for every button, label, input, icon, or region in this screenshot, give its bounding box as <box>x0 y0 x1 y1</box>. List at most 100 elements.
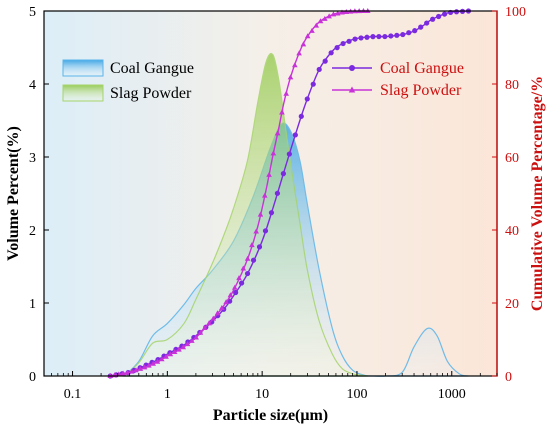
legend-swatch-coal-gangue <box>62 59 104 77</box>
y-left-tick-label: 3 <box>29 151 36 166</box>
cumulative-point-slag-powder <box>137 365 144 371</box>
cumulative-point-slag-powder <box>128 368 135 374</box>
cumulative-point-slag-powder <box>287 74 294 80</box>
y-left-tick-label: 5 <box>29 5 36 20</box>
cumulative-point-slag-powder <box>163 353 169 359</box>
cumulative-point-slag-powder <box>266 171 272 177</box>
cumulative-point-slag-powder <box>197 329 204 335</box>
x-tick-label: 0.1 <box>64 387 82 402</box>
cumulative-point-coal-gangue <box>376 33 382 40</box>
x-tick-label: 1000 <box>438 387 466 402</box>
cumulative-point-slag-powder <box>236 275 242 281</box>
cumulative-point-coal-gangue <box>430 16 436 22</box>
cumulative-point-coal-gangue <box>346 38 352 44</box>
legend-label-left: Coal Gangue <box>110 60 194 77</box>
cumulative-point-coal-gangue <box>304 96 310 102</box>
cumulative-point-slag-powder <box>189 337 195 343</box>
y-right-tick-label: 100 <box>505 5 526 20</box>
cumulative-point-slag-powder <box>171 348 178 354</box>
cumulative-point-coal-gangue <box>322 58 328 64</box>
cumulative-point-slag-powder <box>227 292 234 298</box>
y-left-tick-label: 0 <box>29 370 36 385</box>
cumulative-point-slag-powder <box>270 150 277 156</box>
cumulative-point-coal-gangue <box>239 280 245 286</box>
cumulative-point-coal-gangue <box>244 270 251 277</box>
x-axis-title: Particle size(μm) <box>213 407 328 424</box>
cumulative-point-coal-gangue <box>370 34 376 40</box>
cumulative-point-slag-powder <box>292 62 298 68</box>
cumulative-point-coal-gangue <box>412 28 418 34</box>
legend-marker-circle <box>349 65 355 71</box>
y-left-tick-label: 1 <box>29 297 36 312</box>
cumulative-point-slag-powder <box>253 228 259 234</box>
y-left-tick-label: 2 <box>29 224 36 239</box>
cumulative-point-slag-powder <box>154 358 161 364</box>
cumulative-point-slag-powder <box>120 370 126 376</box>
cumulative-point-coal-gangue <box>340 40 346 47</box>
y-right-tick-label: 40 <box>505 224 519 239</box>
cumulative-point-slag-powder <box>296 50 302 56</box>
cumulative-point-slag-powder <box>279 109 285 115</box>
x-tick-label: 10 <box>255 387 269 402</box>
cumulative-point-coal-gangue <box>250 257 257 263</box>
cumulative-point-slag-powder <box>158 356 165 362</box>
y-right-tick-label: 80 <box>505 78 519 93</box>
cumulative-point-slag-powder <box>206 320 212 326</box>
cumulative-point-coal-gangue <box>364 34 370 40</box>
cumulative-point-slag-powder <box>124 369 131 375</box>
cumulative-point-slag-powder <box>184 341 191 347</box>
cumulative-point-slag-powder <box>201 325 208 331</box>
cumulative-point-coal-gangue <box>280 171 286 177</box>
cumulative-point-slag-powder <box>223 299 229 305</box>
legend-label-right: Slag Powder <box>380 82 462 99</box>
cumulative-point-coal-gangue <box>441 11 448 17</box>
cumulative-point-coal-gangue <box>256 244 263 250</box>
y-right-axis-title: Cumulative Volume Percentage/% <box>529 76 546 311</box>
legend-label-left: Slag Powder <box>110 85 192 102</box>
cumulative-point-coal-gangue <box>352 36 358 42</box>
cumulative-point-coal-gangue <box>436 13 442 20</box>
legend-label-right: Coal Gangue <box>380 60 464 77</box>
cumulative-point-coal-gangue <box>400 31 406 38</box>
cumulative-point-coal-gangue <box>418 24 424 30</box>
cumulative-point-slag-powder <box>283 90 290 96</box>
cumulative-point-coal-gangue <box>286 151 292 157</box>
cumulative-point-slag-powder <box>244 255 251 261</box>
cumulative-point-coal-gangue <box>268 210 275 216</box>
cumulative-point-coal-gangue <box>310 81 316 87</box>
cumulative-point-slag-powder <box>133 367 139 373</box>
cumulative-point-slag-powder <box>219 305 225 311</box>
cumulative-point-coal-gangue <box>394 32 400 38</box>
cumulative-point-slag-powder <box>313 22 320 28</box>
cumulative-point-coal-gangue <box>382 33 388 40</box>
cumulative-point-slag-powder <box>261 192 268 198</box>
y-left-axis-title: Volume Percent(%) <box>5 126 22 261</box>
distribution-area-slag-powder <box>122 52 368 377</box>
cumulative-point-slag-powder <box>210 315 217 321</box>
cumulative-point-coal-gangue <box>388 33 394 39</box>
cumulative-point-slag-powder <box>317 18 324 24</box>
y-right-tick-label: 0 <box>505 370 512 385</box>
cumulative-point-coal-gangue <box>328 50 334 56</box>
cumulative-point-slag-powder <box>334 10 341 16</box>
cumulative-point-slag-powder <box>193 334 199 340</box>
cumulative-point-slag-powder <box>231 284 238 290</box>
cumulative-point-slag-powder <box>180 344 187 350</box>
cumulative-point-slag-powder <box>274 130 281 136</box>
cumulative-point-coal-gangue <box>316 66 322 73</box>
cumulative-point-slag-powder <box>214 310 221 316</box>
cumulative-point-slag-powder <box>146 362 152 368</box>
cumulative-point-slag-powder <box>304 33 311 39</box>
cumulative-point-slag-powder <box>300 41 307 47</box>
legend-marker-triangle <box>348 86 356 93</box>
x-tick-label: 100 <box>346 387 367 402</box>
cumulative-point-slag-powder <box>309 27 315 33</box>
cumulative-point-slag-powder <box>240 265 247 271</box>
y-right-tick-label: 20 <box>505 297 519 312</box>
cumulative-point-coal-gangue <box>334 45 340 51</box>
cumulative-point-slag-powder <box>249 242 255 248</box>
cumulative-point-slag-powder <box>339 9 345 15</box>
cumulative-point-slag-powder <box>257 211 264 217</box>
